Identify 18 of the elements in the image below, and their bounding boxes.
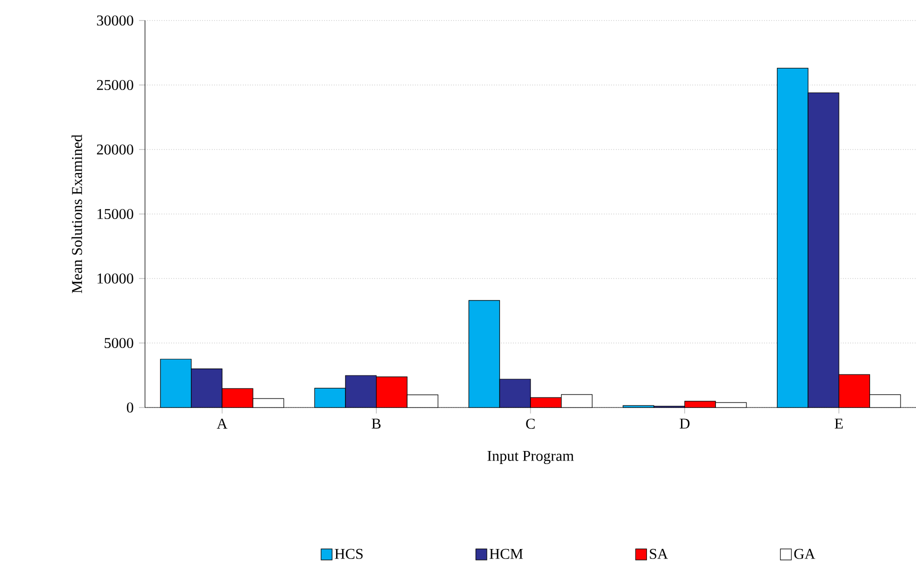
y-tick-label: 0: [126, 402, 134, 413]
legend-label: SA: [650, 548, 668, 559]
y-tick-label: 20000: [96, 144, 134, 155]
y-tick-label: 10000: [98, 273, 134, 284]
x-tick-label: D: [680, 418, 690, 429]
x-tick-label: B: [372, 418, 381, 429]
x-axis-title: Input Program: [488, 450, 574, 464]
y-tick-label: 30000: [97, 15, 134, 26]
y-axis-title: Mean Solutions Examined: [72, 134, 82, 294]
x-tick-label: A: [216, 418, 228, 429]
y-tick-label: 5000: [104, 338, 134, 348]
x-tick-label: C: [526, 418, 535, 429]
legend-label: HCM: [490, 548, 523, 559]
x-tick-label: E: [834, 418, 843, 429]
legend-label: GA: [794, 548, 816, 559]
y-tick-label: 15000: [98, 208, 134, 220]
legend-label: HCS: [334, 548, 363, 559]
y-tick-label: 25000: [96, 80, 134, 90]
